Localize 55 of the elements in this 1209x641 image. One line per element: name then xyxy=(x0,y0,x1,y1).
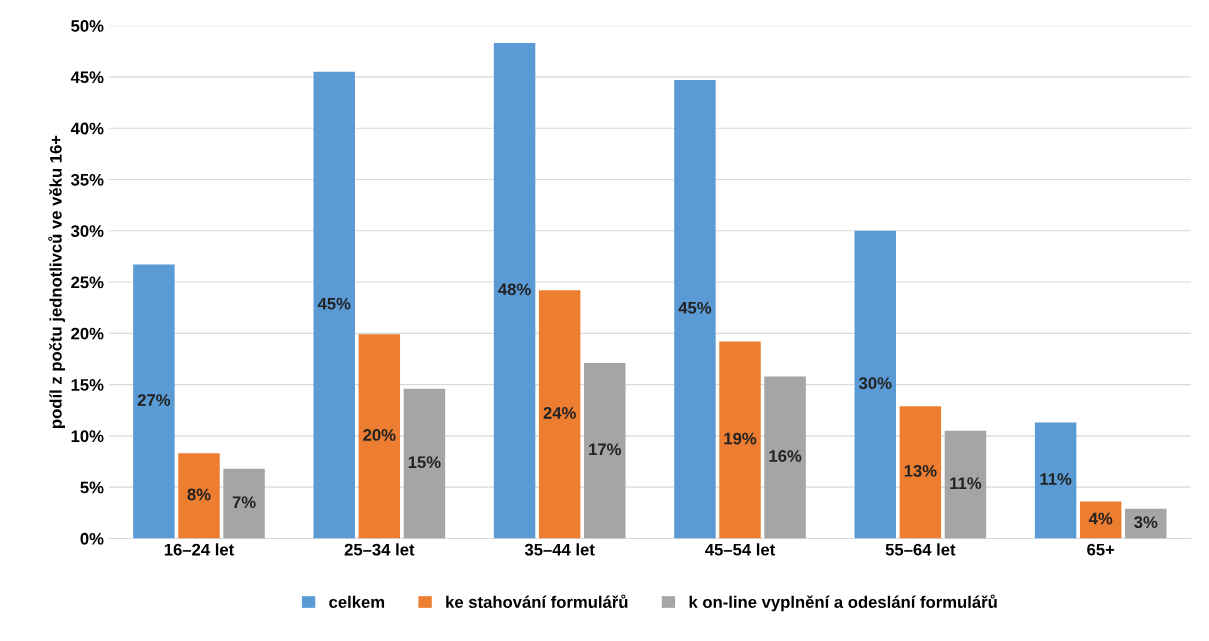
y-tick-label: 15% xyxy=(71,379,104,391)
bar xyxy=(358,334,401,539)
bar xyxy=(674,80,716,539)
data-label: 27% xyxy=(137,394,171,406)
legend-label: ke stahování formulářů xyxy=(446,594,628,609)
y-tick-label: 5% xyxy=(80,481,104,494)
y-tick-label: 25% xyxy=(71,276,104,289)
data-label: 11% xyxy=(950,477,982,490)
x-tick-label: 35–44 let xyxy=(524,543,595,556)
bar xyxy=(899,406,942,539)
data-label: 20% xyxy=(363,429,396,441)
y-tick-label: 0% xyxy=(80,532,104,545)
data-label: 8% xyxy=(187,488,211,501)
data-label: 45% xyxy=(678,301,712,314)
data-label: 48% xyxy=(498,283,531,296)
bar xyxy=(854,230,897,539)
data-label: 16% xyxy=(769,450,802,462)
x-tick-label: 16–24 let xyxy=(164,543,234,556)
y-tick-label: 20% xyxy=(71,327,104,340)
x-tick-label: 45–54 let xyxy=(705,543,776,556)
y-tick-label: 40% xyxy=(70,122,104,135)
x-tick-label: 25–34 let xyxy=(344,543,415,556)
data-label: 11% xyxy=(1040,473,1072,485)
bar xyxy=(493,43,536,539)
x-tick-label: 65+ xyxy=(1087,543,1115,556)
bar xyxy=(944,430,987,539)
bar xyxy=(584,363,626,539)
legend-label: k on-line vyplnění a odeslání formulářů xyxy=(689,594,997,612)
y-tick-label: 50% xyxy=(71,20,104,32)
data-label: 13% xyxy=(904,464,937,477)
data-label: 45% xyxy=(317,297,351,310)
y-axis-title: podíl z počtu jednotlivců ve věku 16+ xyxy=(48,135,66,428)
x-tick-label: 55–64 let xyxy=(885,543,956,556)
y-tick-label: 10% xyxy=(71,430,104,443)
bar xyxy=(178,453,220,539)
bar xyxy=(1034,422,1077,539)
data-label: 19% xyxy=(724,432,757,445)
data-label: 7% xyxy=(232,496,256,509)
y-tick-label: 45% xyxy=(70,71,104,84)
bar xyxy=(764,376,806,539)
y-tick-label: 35% xyxy=(70,173,104,186)
bar xyxy=(403,388,446,539)
bar xyxy=(133,264,175,539)
bar xyxy=(313,71,355,539)
bar xyxy=(538,290,581,539)
bar xyxy=(719,341,761,539)
data-label: 30% xyxy=(858,377,892,390)
data-label: 4% xyxy=(1088,512,1113,525)
legend-label: celkem xyxy=(329,595,385,609)
data-label: 24% xyxy=(543,407,576,419)
y-tick-label: 30% xyxy=(70,225,104,237)
data-label: 3% xyxy=(1134,516,1158,529)
data-label: 17% xyxy=(589,443,621,456)
bar xyxy=(223,468,265,539)
data-label: 15% xyxy=(408,456,441,469)
